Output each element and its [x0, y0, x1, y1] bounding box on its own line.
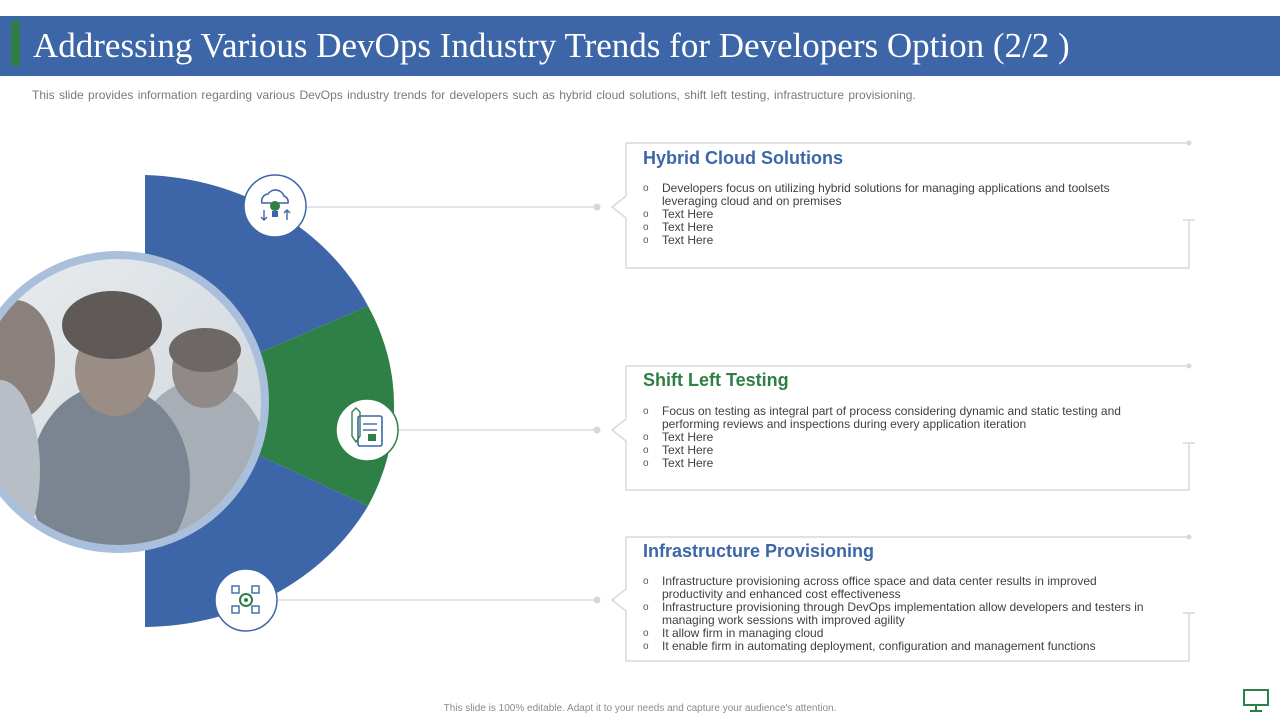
list-item: Infrastructure provisioning across offic… — [643, 575, 1153, 601]
title-bar — [0, 16, 1280, 76]
list-item: Text Here — [643, 444, 1133, 458]
list-item: Text Here — [643, 221, 1133, 235]
card-list-hybrid-cloud: Developers focus on utilizing hybrid sol… — [643, 182, 1133, 248]
card-title-infrastructure: Infrastructure Provisioning — [643, 541, 875, 561]
list-item: It allow firm in managing cloud — [643, 627, 1153, 641]
team-photo — [0, 259, 261, 545]
list-item: Infrastructure provisioning through DevO… — [643, 601, 1153, 627]
list-item: Text Here — [643, 234, 1133, 248]
card-title-shift-left: Shift Left Testing — [643, 370, 789, 390]
slide-subtitle: This slide provides information regardin… — [32, 88, 916, 102]
list-item: Text Here — [643, 431, 1133, 445]
list-item: Text Here — [643, 457, 1133, 471]
list-item: Focus on testing as integral part of pro… — [643, 405, 1133, 431]
segment-shift-left — [145, 306, 395, 506]
testing-checklist-icon — [335, 398, 399, 462]
card-list-infrastructure: Infrastructure provisioning across offic… — [643, 575, 1153, 654]
infrastructure-network-icon — [214, 568, 278, 632]
list-item: Developers focus on utilizing hybrid sol… — [643, 182, 1133, 208]
card-hybrid-cloud-frame — [610, 142, 1195, 269]
slide-footer: This slide is 100% editable. Adapt it to… — [443, 703, 837, 714]
list-item: Text Here — [643, 208, 1133, 222]
monitor-icon[interactable] — [1242, 688, 1270, 714]
card-infrastructure-frame — [610, 536, 1195, 662]
slide-title: Addressing Various DevOps Industry Trend… — [33, 26, 1070, 65]
card-title-hybrid-cloud: Hybrid Cloud Solutions — [643, 148, 843, 168]
card-list-shift-left: Focus on testing as integral part of pro… — [643, 405, 1133, 471]
title-accent-bar — [11, 20, 20, 66]
list-item: It enable firm in automating deployment,… — [643, 640, 1153, 654]
card-shift-left-frame — [610, 365, 1195, 491]
cloud-lightbulb-icon — [243, 174, 307, 238]
